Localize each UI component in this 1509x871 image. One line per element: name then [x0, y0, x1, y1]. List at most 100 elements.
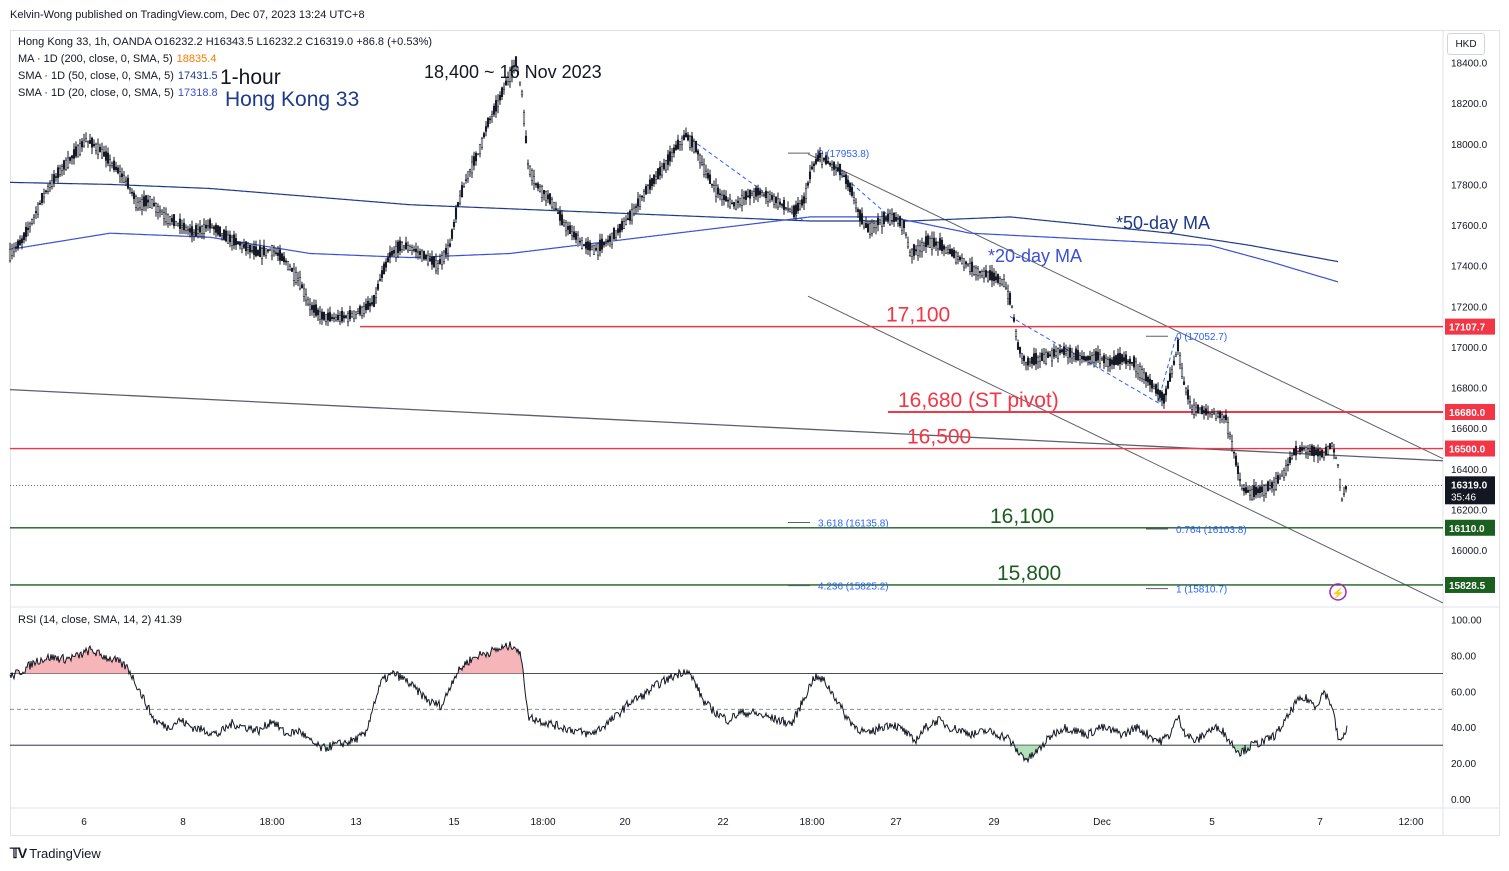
time-tick-label: 18:00 — [530, 817, 555, 828]
candle-body — [1114, 355, 1118, 365]
candle-body — [474, 152, 478, 162]
candle-body — [510, 66, 514, 78]
candle-body — [1066, 350, 1070, 358]
candle-body — [656, 168, 660, 180]
time-tick-label: 18:00 — [799, 817, 824, 828]
candle-body — [1136, 364, 1140, 374]
candle-body — [1026, 357, 1030, 366]
price-tick-label: 17600.0 — [1451, 221, 1488, 232]
candle-body — [1028, 361, 1032, 364]
candle-body — [488, 118, 492, 121]
candle-body — [1144, 372, 1148, 382]
candle-body — [22, 232, 26, 241]
candle-body — [8, 248, 12, 261]
last-price-badge — [1445, 476, 1495, 505]
candle-body — [1280, 475, 1284, 477]
publish-info: Kelvin-Wong published on TradingView.com… — [10, 9, 365, 21]
candle-body — [818, 152, 822, 158]
alert-icon[interactable]: ⚡ — [1329, 583, 1347, 601]
candle-body — [466, 171, 470, 179]
candle-body — [864, 223, 868, 228]
candle-body — [894, 217, 898, 222]
currency-button[interactable]: HKD — [1447, 33, 1485, 55]
candle-body — [1230, 440, 1234, 449]
candle-body — [396, 241, 400, 254]
candle-body — [748, 189, 752, 199]
candle-body — [852, 197, 856, 201]
candle-body — [798, 203, 802, 210]
time-tick-label: 15 — [448, 817, 460, 828]
candle-body — [692, 141, 696, 153]
candle-body — [968, 263, 972, 272]
candle-body — [630, 209, 634, 221]
candle-body — [310, 305, 314, 310]
candle-body — [118, 171, 122, 177]
candle-body — [988, 270, 992, 280]
candle-body — [820, 153, 824, 165]
candle-body — [890, 214, 894, 221]
level-axis-badge — [1445, 519, 1495, 536]
candle-body — [1288, 457, 1292, 463]
candle-body — [840, 170, 844, 175]
candle-body — [1326, 446, 1330, 455]
candle-body — [744, 191, 748, 200]
candle-body — [1112, 356, 1116, 366]
level-axis-label: 16680.0 — [1449, 408, 1486, 419]
candle-body — [902, 220, 906, 229]
candle-body — [1014, 331, 1018, 338]
ma50-annotation: *50-day MA — [1116, 213, 1210, 233]
candle-body — [234, 238, 238, 245]
candle-body — [106, 152, 110, 164]
candle-body — [522, 112, 526, 124]
candle-body — [916, 245, 920, 256]
candle-body — [910, 249, 914, 257]
candle-body — [534, 183, 538, 186]
candle-body — [914, 249, 918, 252]
peak-annotation: 18,400 ~ 16 Nov 2023 — [424, 62, 602, 82]
candle-body — [228, 234, 232, 243]
candle-body — [986, 271, 990, 282]
candle-body — [364, 303, 368, 311]
candle-body — [936, 241, 940, 250]
candle-body — [1218, 411, 1222, 419]
candle-body — [430, 256, 434, 265]
candle-body — [684, 132, 688, 138]
candle-body — [290, 268, 294, 272]
candle-body — [286, 261, 290, 271]
candle-body — [406, 245, 410, 251]
candle-body — [826, 160, 830, 164]
candle-body — [270, 245, 274, 257]
candle-body — [504, 80, 508, 86]
candle-body — [1330, 442, 1334, 447]
candle-body — [202, 224, 206, 234]
candle-body — [276, 252, 280, 256]
candle-body — [1024, 362, 1028, 365]
candle-body — [1186, 389, 1190, 400]
candle-body — [484, 126, 488, 132]
candle-body — [732, 202, 736, 207]
candle-body — [1034, 352, 1038, 364]
rsi-tick-label: 20.00 — [1451, 759, 1476, 770]
candle-body — [544, 191, 548, 202]
candle-body — [374, 292, 378, 298]
tradingview-logo[interactable]: 𝕋V TradingView — [10, 845, 101, 861]
candle-body — [752, 191, 756, 198]
candle-body — [950, 249, 954, 257]
candle-body — [668, 151, 672, 162]
candle-body — [640, 195, 644, 198]
candle-body — [878, 219, 882, 223]
candle-body — [108, 159, 112, 166]
candle-body — [1040, 352, 1044, 361]
candle-body — [496, 100, 500, 108]
candle-body — [966, 263, 970, 267]
candle-body — [172, 214, 176, 227]
legend-sma20: SMA · 1D (20, close, 0, SMA, 5) 17318.8 — [18, 87, 218, 99]
candle-body — [1274, 478, 1278, 490]
candle-body — [272, 250, 276, 253]
candle-body — [1032, 353, 1036, 365]
candle-body — [1294, 445, 1298, 456]
candle-body — [594, 248, 598, 251]
candle-body — [498, 94, 502, 101]
